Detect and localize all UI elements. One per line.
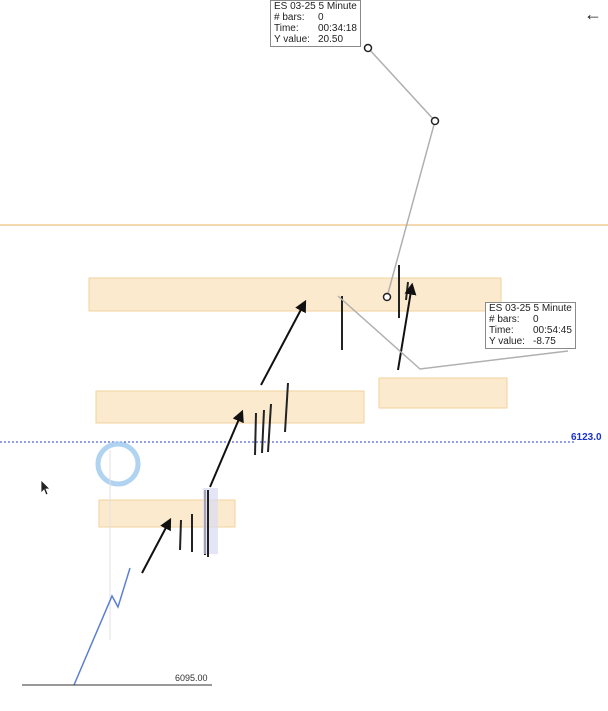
zone-middle-left[interactable] (95, 390, 365, 424)
tooltip-right-bars-value: 0 (533, 314, 539, 325)
tooltip-right-bars-label: # bars: (489, 314, 520, 325)
tooltip-top-time-label: Time: (274, 23, 299, 34)
bottom-price-label: 6095.00 (175, 673, 208, 683)
mouse-cursor-icon (40, 479, 51, 496)
measure-line-right[interactable] (337, 295, 569, 370)
tooltip-top-time-value: 00:34:18 (318, 23, 357, 34)
tooltip-top-y-value: 20.50 (318, 34, 344, 45)
tooltip-top-y-label: Y value: (274, 34, 310, 45)
measure-point-top-2[interactable] (430, 116, 440, 126)
measure-point-top-1[interactable] (363, 43, 373, 53)
measure-line-top[interactable] (367, 47, 436, 298)
tooltip-right-y-label: Y value: (489, 336, 525, 347)
tooltip-top: ES 03-25 5 Minute # bars: 0 Time: 00:34:18… (270, 0, 361, 47)
tooltip-right-time-value: 00:54:45 (533, 325, 572, 336)
tooltip-top-bars-value: 0 (318, 12, 324, 23)
price-path[interactable] (73, 567, 131, 686)
tooltip-top-title: ES 03-25 5 Minute (274, 1, 357, 12)
price-line-label: 6123.0 (571, 432, 602, 443)
candle-highlight (203, 488, 218, 554)
tooltip-right-time-label: Time: (489, 325, 514, 336)
supply-zone-top[interactable] (88, 277, 502, 312)
arrow-left-icon: ← (584, 4, 602, 24)
tooltip-right: ES 03-25 5 Minute # bars: 0 Time: 00:54:45… (485, 302, 576, 349)
trend-arrows[interactable] (141, 282, 417, 574)
measure-point-top-3[interactable] (382, 292, 392, 302)
candle-group-mid[interactable] (254, 382, 289, 456)
back-button[interactable]: ← (580, 2, 606, 26)
zone-middle-right[interactable] (378, 377, 508, 409)
tooltip-top-bars-label: # bars: (274, 12, 305, 23)
tooltip-right-y-value: -8.75 (533, 336, 556, 347)
tooltip-right-title: ES 03-25 5 Minute (489, 303, 572, 314)
highlight-circle (95, 441, 141, 487)
